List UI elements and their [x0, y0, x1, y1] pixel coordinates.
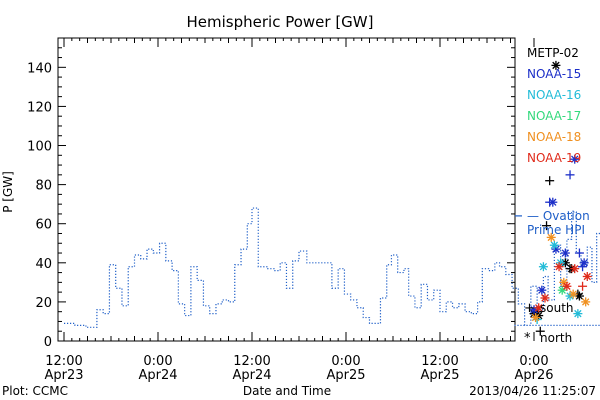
legend-item-noaa-15: NOAA-15 — [527, 67, 581, 81]
marker-legend-label: south — [540, 301, 574, 315]
data-point-noaa-15-south — [574, 248, 584, 258]
y-tick-label: 20 — [35, 296, 52, 311]
chart-title: Hemispheric Power [GW] — [187, 13, 374, 31]
data-point-metp-02-south — [535, 326, 545, 336]
point-stroke — [550, 241, 559, 249]
data-point-noaa-18-north — [546, 232, 556, 242]
ovation-series — [64, 207, 600, 328]
x-tick-time: 12:00 — [233, 354, 270, 369]
point-stroke — [531, 313, 540, 322]
data-point-noaa-15-north — [537, 285, 547, 295]
legend-item-noaa-19: NOAA-19 — [527, 151, 581, 165]
legend-item-noaa-16: NOAA-16 — [527, 88, 581, 102]
point-stroke — [555, 263, 563, 271]
y-tick-label: 40 — [35, 257, 52, 272]
point-stroke — [563, 282, 571, 290]
point-stroke — [571, 264, 579, 273]
x-tick-time: 0:00 — [331, 354, 360, 369]
data-point-noaa-19-north — [582, 271, 592, 281]
point-stroke — [569, 290, 577, 298]
data-point-noaa-19-north — [554, 262, 564, 272]
data-point-noaa-19-north — [570, 264, 580, 274]
legend-item-metp-02: METP-02 — [527, 46, 579, 60]
data-point-metp-02-south — [545, 176, 555, 186]
ovation-label-line1: — Ovation — [527, 209, 590, 223]
y-axis-label: P [GW] — [1, 171, 15, 213]
x-tick-time: 0:00 — [143, 354, 172, 369]
data-point-noaa-18-north — [568, 289, 578, 299]
x-tick-date: Apr26 — [514, 368, 553, 383]
legend: METP-02 NOAA-15 NOAA-16 NOAA-17 NOAA-18 NOAA-… — [527, 46, 581, 165]
point-stroke — [582, 298, 590, 306]
point-stroke — [547, 233, 555, 242]
data-point-metp-02-north — [551, 60, 561, 70]
x-tick-time: 0:00 — [519, 354, 548, 369]
point-stroke — [583, 272, 591, 281]
data-point-noaa-15-north — [579, 258, 589, 268]
point-stroke — [552, 245, 560, 253]
marker-legend: + south * north — [524, 301, 574, 346]
point-stroke — [541, 294, 549, 302]
y-tick-label: 120 — [27, 100, 52, 115]
point-stroke — [552, 61, 560, 70]
x-tick-date: Apr24 — [232, 368, 271, 383]
y-tick-label: 140 — [27, 61, 52, 76]
point-stroke — [571, 155, 579, 163]
legend-item-noaa-17: NOAA-17 — [527, 109, 581, 123]
ovation-step-line — [64, 207, 600, 328]
point-stroke — [539, 263, 548, 271]
data-point-noaa-16-north — [549, 240, 559, 250]
x-axis-label: Date and Time — [243, 384, 331, 398]
point-stroke — [560, 278, 568, 287]
x-tick-time: 12:00 — [421, 354, 458, 369]
data-point-noaa-16-north — [573, 309, 583, 319]
data-point-noaa-18-north — [581, 297, 591, 307]
point-stroke — [535, 304, 543, 312]
marker-legend-label: north — [540, 331, 572, 345]
x-tick-date: Apr24 — [138, 368, 177, 383]
footer-right: 2013/04/26 11:25:07 — [469, 384, 596, 398]
x-tick-date: Apr23 — [44, 368, 83, 383]
y-tick-labels: 0 20 40 60 80 100 120 140 — [27, 61, 52, 350]
point-stroke — [549, 198, 557, 206]
data-point-noaa-19-north — [562, 281, 572, 291]
point-stroke — [561, 249, 570, 257]
data-point-noaa-15-north — [570, 154, 580, 164]
x-tick-date: Apr25 — [420, 368, 459, 383]
satellite-points — [529, 60, 592, 336]
ovation-label-line2: Prime HPI — [527, 223, 585, 237]
y-tick-label: 80 — [35, 179, 52, 194]
y-tick-label: 100 — [27, 140, 52, 155]
y-tick-label: 60 — [35, 218, 52, 233]
y-tick-label: 0 — [44, 335, 52, 350]
footer-left: Plot: CCMC — [2, 384, 68, 398]
data-point-noaa-19-north — [540, 293, 550, 303]
data-point-noaa-16-north — [538, 262, 548, 272]
data-point-noaa-18-north — [531, 313, 541, 323]
legend-item-noaa-18: NOAA-18 — [527, 130, 581, 144]
data-point-noaa-15-north — [548, 197, 558, 207]
ovation-legend: — Ovation Prime HPI — [527, 209, 590, 237]
x-tick-time: 12:00 — [45, 354, 82, 369]
x-tick-date: Apr25 — [326, 368, 365, 383]
axis-ticks — [58, 37, 535, 342]
data-point-noaa-19-north — [534, 303, 544, 313]
point-stroke — [580, 259, 588, 267]
point-stroke — [575, 292, 584, 300]
data-point-noaa-15-south — [565, 170, 575, 180]
point-stroke — [538, 286, 546, 294]
data-point-noaa-19-south — [578, 281, 588, 291]
data-point-noaa-15-north — [560, 248, 570, 258]
x-tick-labels: 12:00Apr230:00Apr2412:00Apr240:00Apr2512… — [44, 354, 553, 383]
data-point-metp-02-south — [542, 221, 552, 231]
marker-legend-symbol: * — [524, 331, 531, 346]
plot-frame — [57, 37, 516, 342]
point-stroke — [574, 309, 582, 318]
marker-legend-symbol: + — [524, 301, 535, 316]
